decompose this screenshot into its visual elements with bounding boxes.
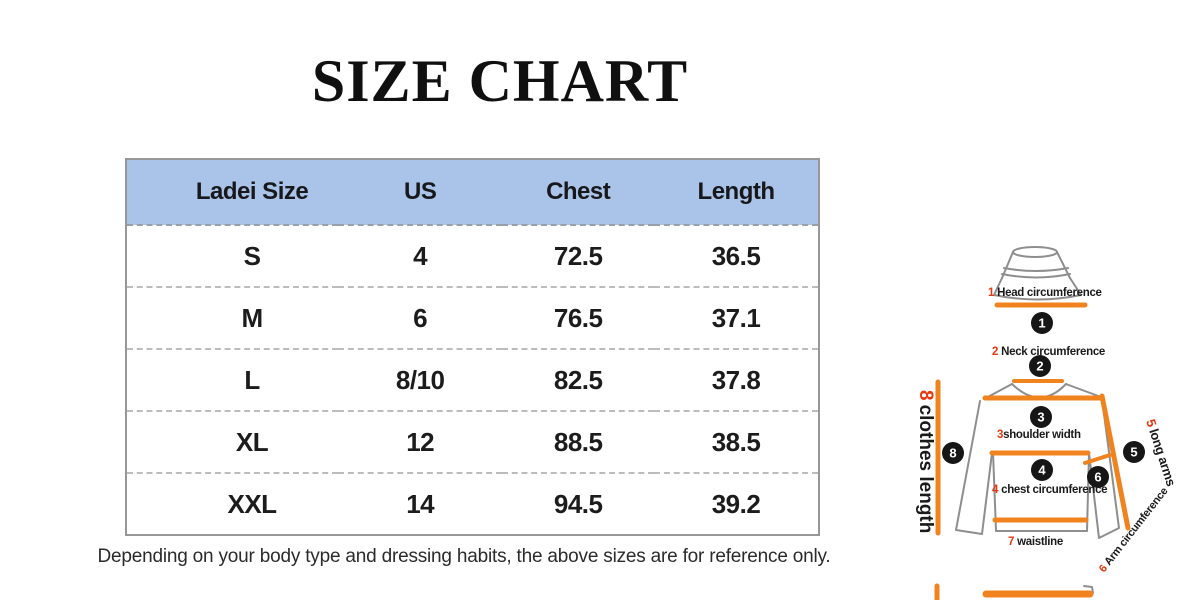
cell-size: XL [126, 410, 339, 473]
svg-text:6: 6 [1094, 470, 1101, 485]
svg-text:4: 4 [1038, 463, 1046, 478]
cell-chest: 88.5 [502, 410, 655, 473]
svg-text:1: 1 [1038, 316, 1045, 331]
cell-chest: 76.5 [502, 286, 655, 349]
hat-drawing-icon [993, 246, 1082, 301]
size-table-header: Ladei Size US Chest Length [126, 159, 819, 226]
label-clothes-length: 8clothes length [915, 390, 936, 533]
label-neck-circumference: 2 Neck circumference [992, 346, 1105, 358]
badge-6: 6 [1087, 466, 1109, 488]
arm-circumference-measure-line [1083, 453, 1112, 465]
cell-length: 39.2 [654, 472, 819, 535]
cell-size: M [126, 286, 339, 349]
cell-chest: 72.5 [553, 240, 603, 271]
cell-chest: 82.5 [502, 348, 655, 411]
svg-text:8: 8 [949, 446, 956, 461]
table-row: XL 12 88.5 38.5 [126, 410, 819, 473]
column-header-us: US [338, 159, 503, 226]
arm-length-measure-line [1099, 393, 1131, 531]
column-header-length: Length [654, 159, 819, 226]
badge-2: 2 [1029, 355, 1051, 377]
label-chest-circumference: 4 chest circumference [992, 484, 1107, 496]
page-title: SIZE CHART [311, 48, 689, 114]
measurement-lines [934, 302, 1131, 600]
column-header-chest: Chest [502, 159, 655, 226]
cell-chest: 94.5 [502, 472, 655, 535]
cell-us: 4 [413, 240, 428, 271]
label-long-arms: 5long arms [1143, 417, 1179, 488]
label-head-circumference: 1 Head circumference [988, 287, 1102, 299]
cell-size: XXL [126, 472, 339, 535]
table-header-row: Ladei Size US Chest Length [126, 159, 819, 226]
table-row: XXL 14 94.5 39.2 [126, 472, 819, 535]
cell-size: L [126, 348, 339, 411]
badge-5: 5 [1123, 441, 1145, 463]
label-arm-circumference: 6Arm circumference [1097, 485, 1171, 574]
badge-4: 4 [1031, 459, 1053, 481]
svg-text:3: 3 [1037, 410, 1044, 425]
cell-length: 37.1 [654, 286, 819, 349]
label-waistline: 7 waistline [1008, 536, 1063, 548]
svg-text:2: 2 [1036, 359, 1043, 374]
badge-3: 3 [1030, 406, 1052, 428]
table-row: M 6 76.5 37.1 [126, 286, 819, 349]
size-table: Ladei Size US Chest Length S 4 72.5 36.5… [125, 158, 820, 536]
label-shoulder-width: 3shoulder width [997, 429, 1081, 441]
cell-us: 12 [338, 410, 503, 473]
cell-us: 14 [338, 472, 503, 535]
cell-length: 36.5 [711, 240, 761, 271]
shorts-drawing-icon [1083, 585, 1094, 594]
cell-length: 38.5 [654, 410, 819, 473]
svg-text:5: 5 [1130, 445, 1137, 460]
table-row: L 8/10 82.5 37.8 [126, 348, 819, 411]
cell-size: S [243, 240, 261, 271]
badge-1: 1 [1031, 312, 1053, 334]
badge-8: 8 [942, 442, 964, 464]
cell-us: 8/10 [338, 348, 503, 411]
measurement-diagram: 1 2 3 4 5 6 8 1 Head circumference 2 Neck … [915, 246, 1179, 600]
cell-us: 6 [338, 286, 503, 349]
cell-length: 37.8 [654, 348, 819, 411]
table-row: S 4 72.5 36.5 [126, 225, 819, 287]
disclaimer-text: Depending on your body type and dressing… [97, 546, 831, 567]
column-header-size: Ladei Size [126, 159, 339, 226]
